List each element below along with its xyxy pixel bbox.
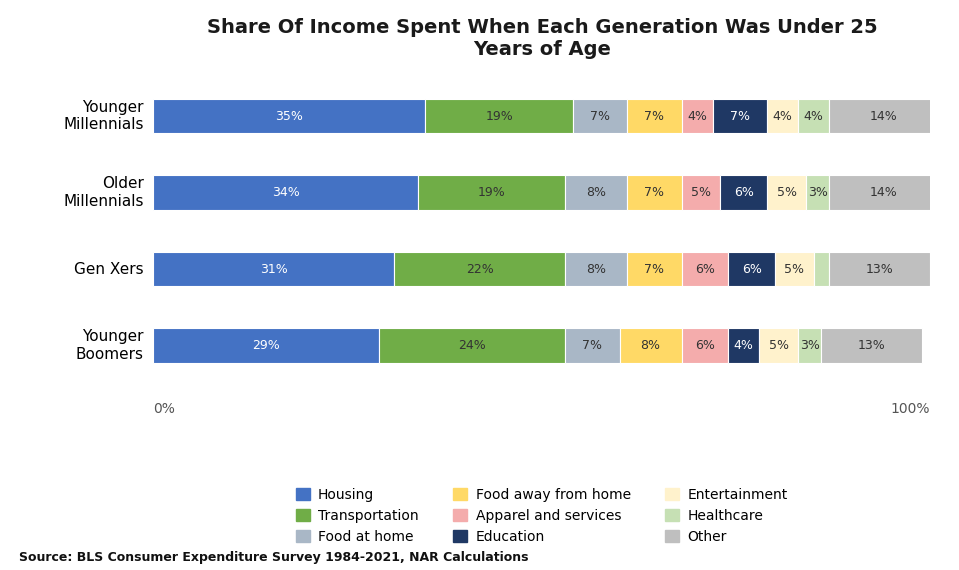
Bar (153, 99, 426, 133)
Bar (798, 328, 822, 363)
Text: 13%: 13% (866, 263, 894, 275)
Text: 35%: 35% (275, 109, 303, 123)
Bar (682, 99, 713, 133)
Legend: Housing, Transportation, Food at home, Food away from home, Apparel and services: Housing, Transportation, Food at home, F… (291, 482, 793, 549)
Text: 3%: 3% (807, 186, 828, 199)
Bar (682, 252, 728, 286)
Bar (822, 328, 923, 363)
Bar (720, 176, 767, 210)
Bar (627, 252, 682, 286)
Text: 4%: 4% (773, 109, 792, 123)
Bar (379, 328, 565, 363)
Bar (767, 176, 806, 210)
Text: Source: BLS Consumer Expenditure Survey 1984-2021, NAR Calculations: Source: BLS Consumer Expenditure Survey … (19, 551, 528, 564)
Text: 6%: 6% (695, 339, 714, 352)
Text: 7%: 7% (644, 186, 665, 199)
Bar (426, 99, 573, 133)
Bar (775, 252, 814, 286)
Text: 4%: 4% (688, 109, 707, 123)
Text: 8%: 8% (641, 339, 661, 352)
Text: 100%: 100% (891, 402, 930, 416)
Bar (760, 328, 798, 363)
Bar (830, 176, 938, 210)
Text: 7%: 7% (582, 339, 602, 352)
Text: 22%: 22% (466, 263, 494, 275)
Text: 14%: 14% (870, 186, 898, 199)
Text: 3%: 3% (800, 339, 820, 352)
Text: 7%: 7% (644, 263, 665, 275)
Title: Share Of Income Spent When Each Generation Was Under 25
Years of Age: Share Of Income Spent When Each Generati… (206, 18, 877, 59)
Bar (830, 252, 930, 286)
Bar (417, 176, 565, 210)
Bar (153, 176, 417, 210)
Bar (565, 252, 627, 286)
Text: 5%: 5% (777, 186, 797, 199)
Text: 19%: 19% (485, 109, 513, 123)
Bar (728, 252, 775, 286)
Bar (806, 176, 830, 210)
Text: 5%: 5% (784, 263, 805, 275)
Text: 4%: 4% (734, 339, 754, 352)
Bar (627, 176, 682, 210)
Bar (728, 328, 760, 363)
Bar (830, 99, 938, 133)
Text: 24%: 24% (458, 339, 486, 352)
Text: 8%: 8% (586, 263, 606, 275)
Text: 5%: 5% (769, 339, 788, 352)
Text: 29%: 29% (252, 339, 280, 352)
Text: 0%: 0% (153, 402, 175, 416)
Text: 4%: 4% (804, 109, 824, 123)
Bar (153, 328, 379, 363)
Bar (627, 99, 682, 133)
Bar (620, 328, 682, 363)
Text: 6%: 6% (695, 263, 714, 275)
Bar (565, 176, 627, 210)
Text: 6%: 6% (741, 263, 761, 275)
Bar (713, 99, 767, 133)
Text: 34%: 34% (271, 186, 299, 199)
Bar (565, 328, 620, 363)
Text: 8%: 8% (586, 186, 606, 199)
Text: 14%: 14% (870, 109, 898, 123)
Bar (682, 176, 720, 210)
Text: 13%: 13% (858, 339, 886, 352)
Text: 7%: 7% (644, 109, 665, 123)
Text: 7%: 7% (730, 109, 750, 123)
Text: 19%: 19% (478, 186, 505, 199)
Text: 5%: 5% (691, 186, 711, 199)
Text: 7%: 7% (590, 109, 610, 123)
Bar (573, 99, 627, 133)
Text: 6%: 6% (734, 186, 754, 199)
Text: 31%: 31% (260, 263, 288, 275)
Bar (767, 99, 798, 133)
Bar (682, 328, 728, 363)
Bar (153, 252, 394, 286)
Bar (814, 252, 830, 286)
Bar (394, 252, 565, 286)
Bar (798, 99, 830, 133)
